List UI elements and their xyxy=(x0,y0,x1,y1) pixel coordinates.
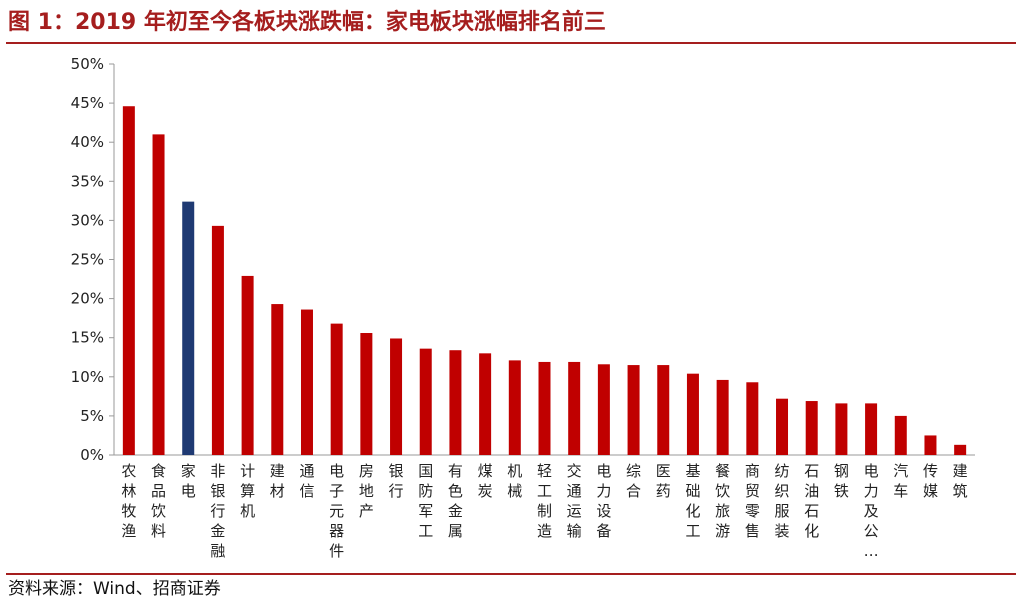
bar xyxy=(954,444,967,455)
y-tick-label: 35% xyxy=(71,172,104,190)
bar xyxy=(627,365,640,455)
x-category-label: 建材 xyxy=(270,462,285,500)
bar xyxy=(716,379,729,455)
bar xyxy=(182,201,195,455)
bar xyxy=(686,373,699,455)
x-category-label: 医药 xyxy=(656,462,671,500)
x-category-label: 计算机 xyxy=(240,462,255,520)
bar-chart: 0% 5% 10% 15% 20% 25% 30% 35% 40% 45% 50% 农林牧渔食品饮料… xyxy=(71,55,975,560)
x-category-label: 家电 xyxy=(181,462,196,500)
x-category-label: 餐饮旅游 xyxy=(715,462,730,540)
bar xyxy=(152,134,165,455)
y-tick-label: 20% xyxy=(71,290,104,308)
bar xyxy=(449,350,462,455)
bar xyxy=(805,401,818,455)
x-category-label: 银行 xyxy=(389,462,404,500)
x-category-label: 煤炭 xyxy=(478,462,493,500)
bar xyxy=(479,353,492,455)
y-tick-label: 10% xyxy=(71,368,104,386)
bar xyxy=(390,338,403,455)
x-category-label: 电子元器件 xyxy=(329,462,344,560)
y-tick-label: 25% xyxy=(71,251,104,269)
y-tick-label: 40% xyxy=(71,133,104,151)
bar xyxy=(300,309,313,455)
y-tick-label: 45% xyxy=(71,94,104,112)
x-category-label: 国防军工 xyxy=(418,462,433,540)
bar xyxy=(211,225,224,455)
x-category-label: 传媒 xyxy=(923,462,938,500)
x-category-label: 基础化工 xyxy=(685,462,700,540)
x-category-label: 机械 xyxy=(507,462,522,500)
bar xyxy=(924,435,937,455)
x-category-label: 交通运输 xyxy=(567,462,582,540)
source-note: 资料来源：Wind、招商证券 xyxy=(8,579,221,599)
x-category-label: 农林牧渔 xyxy=(121,462,136,540)
y-tick-label: 5% xyxy=(80,407,104,425)
bar xyxy=(657,365,670,455)
bar xyxy=(360,333,373,455)
x-category-label: 纺织服装 xyxy=(775,462,790,540)
bar xyxy=(894,415,907,455)
x-category-label: 建筑 xyxy=(953,462,968,500)
x-category-label: 石油石化 xyxy=(804,462,819,540)
x-category-label: 房地产 xyxy=(359,462,374,520)
bar xyxy=(271,304,284,455)
bar xyxy=(746,382,759,455)
x-category-label: 食品饮料 xyxy=(151,462,166,540)
bar xyxy=(835,403,848,455)
x-category-label: 汽车 xyxy=(893,462,908,500)
x-category-label: 有色金属 xyxy=(448,462,463,540)
x-axis-labels: 农林牧渔食品饮料家电非银行金融计算机建材通信电子元器件房地产银行国防军工有色金属… xyxy=(121,462,967,560)
x-category-label: 非银行金融 xyxy=(210,462,225,560)
bar xyxy=(419,348,432,455)
chart-title: 图 1：2019 年初至今各板块涨跌幅：家电板块涨幅排名前三 xyxy=(8,10,606,35)
x-category-label: 钢铁 xyxy=(834,462,849,500)
bar xyxy=(241,275,254,455)
x-category-label: 电力及公… xyxy=(864,462,879,560)
bar xyxy=(776,398,789,455)
bar xyxy=(538,361,551,455)
bar xyxy=(568,361,581,455)
x-category-label: 电力设备 xyxy=(596,462,611,540)
bar xyxy=(865,403,878,455)
bars xyxy=(122,106,967,455)
footer-rule xyxy=(6,573,1016,575)
x-category-label: 轻工制造 xyxy=(537,462,552,540)
y-tick-label: 30% xyxy=(71,211,104,229)
bar xyxy=(508,360,521,455)
bar xyxy=(122,106,135,455)
title-rule xyxy=(6,42,1016,44)
y-tick-label: 0% xyxy=(80,446,104,464)
y-tick-label: 50% xyxy=(71,55,104,73)
bar xyxy=(330,323,343,455)
x-category-label: 通信 xyxy=(299,462,314,500)
x-category-label: 综合 xyxy=(626,462,641,500)
bar xyxy=(597,364,610,455)
y-axis: 0% 5% 10% 15% 20% 25% 30% 35% 40% 45% 50% xyxy=(71,55,975,464)
y-tick-label: 15% xyxy=(71,329,104,347)
x-category-label: 商贸零售 xyxy=(745,462,760,540)
